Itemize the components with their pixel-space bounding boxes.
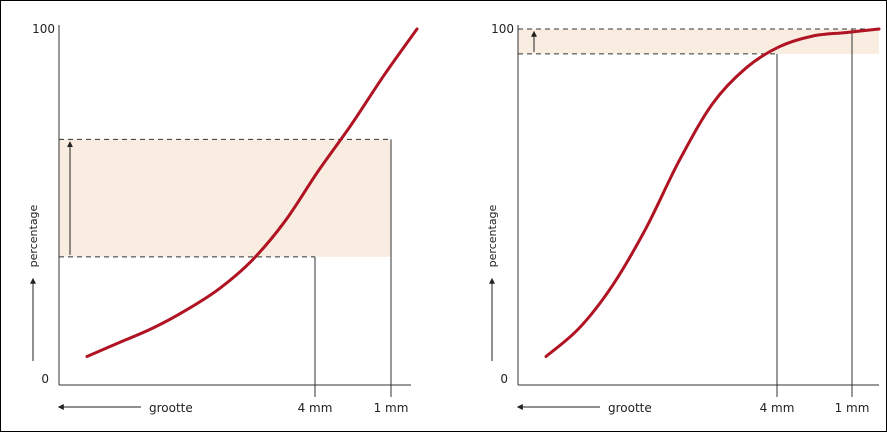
left-xtick-4mm: 4 mm xyxy=(298,401,333,415)
left-band xyxy=(59,139,391,257)
left-chart: 100 0 4 mm 1 mm grootte percentage xyxy=(27,22,419,415)
right-curve xyxy=(544,27,881,358)
right-band xyxy=(518,29,879,54)
left-xlabel: grootte xyxy=(149,401,193,415)
right-xlabel: grootte xyxy=(608,401,652,415)
left-ytick-100: 100 xyxy=(32,22,55,36)
right-xtick-1mm: 1 mm xyxy=(835,401,870,415)
right-ylabel: percentage xyxy=(486,204,499,267)
left-curve xyxy=(85,27,419,358)
right-ytick-100: 100 xyxy=(491,22,514,36)
left-xtick-1mm: 1 mm xyxy=(374,401,409,415)
right-ytick-0: 0 xyxy=(500,372,508,386)
right-xtick-4mm: 4 mm xyxy=(760,401,795,415)
left-ylabel: percentage xyxy=(27,204,40,267)
right-chart: 100 0 4 mm 1 mm grootte percentage xyxy=(486,22,881,415)
left-ytick-0: 0 xyxy=(41,372,49,386)
